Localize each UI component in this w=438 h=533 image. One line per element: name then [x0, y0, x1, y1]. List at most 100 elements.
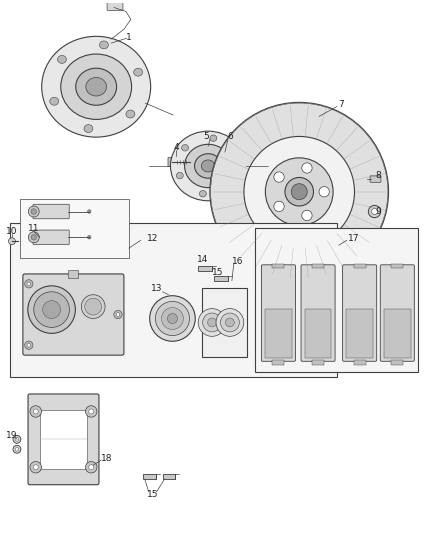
Circle shape [13, 435, 21, 443]
Circle shape [28, 206, 39, 217]
Circle shape [220, 313, 239, 332]
Circle shape [319, 187, 329, 197]
Circle shape [116, 313, 120, 316]
FancyBboxPatch shape [143, 474, 155, 479]
Text: 18: 18 [101, 454, 113, 463]
Text: 11: 11 [28, 224, 39, 233]
Circle shape [28, 286, 75, 333]
Circle shape [27, 282, 31, 286]
Circle shape [285, 177, 314, 206]
Bar [346, 309, 373, 358]
Bar [305, 309, 332, 358]
FancyBboxPatch shape [28, 394, 99, 484]
Text: 8: 8 [376, 172, 381, 180]
Circle shape [81, 295, 105, 319]
Ellipse shape [201, 160, 215, 172]
Bar [202, 288, 247, 357]
Text: 6: 6 [227, 132, 233, 141]
Circle shape [8, 238, 15, 245]
Bar [20, 199, 129, 258]
Text: 14: 14 [197, 255, 208, 264]
Ellipse shape [170, 131, 246, 201]
Circle shape [114, 310, 122, 319]
FancyBboxPatch shape [301, 265, 335, 361]
Circle shape [371, 208, 378, 214]
Bar [265, 309, 292, 358]
Circle shape [368, 205, 381, 217]
Circle shape [89, 465, 94, 470]
Bar [272, 264, 284, 269]
FancyBboxPatch shape [33, 204, 69, 219]
Ellipse shape [50, 98, 59, 105]
Text: 15: 15 [147, 490, 159, 499]
Text: 12: 12 [147, 234, 158, 243]
Circle shape [302, 163, 312, 173]
Text: 19: 19 [6, 431, 18, 440]
Circle shape [203, 313, 222, 332]
Circle shape [27, 343, 31, 347]
Circle shape [167, 313, 177, 324]
Circle shape [150, 296, 195, 341]
Circle shape [42, 301, 60, 319]
Circle shape [28, 232, 39, 243]
FancyBboxPatch shape [343, 265, 377, 361]
FancyBboxPatch shape [23, 274, 124, 355]
FancyBboxPatch shape [33, 230, 69, 245]
Text: 16: 16 [232, 256, 244, 265]
FancyBboxPatch shape [261, 265, 296, 361]
Bar [384, 309, 411, 358]
Text: 4: 4 [173, 143, 179, 152]
Circle shape [89, 409, 94, 414]
Text: 15: 15 [212, 269, 224, 278]
Ellipse shape [182, 144, 188, 151]
Bar [312, 360, 324, 365]
Circle shape [302, 211, 312, 221]
Circle shape [162, 308, 184, 329]
Circle shape [25, 341, 33, 350]
Text: 13: 13 [151, 284, 162, 293]
Text: 10: 10 [6, 227, 18, 236]
Circle shape [274, 172, 284, 182]
Circle shape [85, 406, 97, 417]
Ellipse shape [84, 125, 93, 133]
Circle shape [198, 309, 226, 336]
Ellipse shape [134, 68, 143, 76]
Circle shape [33, 465, 38, 470]
Ellipse shape [194, 154, 222, 178]
Circle shape [244, 136, 354, 247]
FancyBboxPatch shape [107, 2, 123, 11]
Text: 17: 17 [348, 234, 360, 243]
Bar [312, 264, 324, 269]
Text: 1: 1 [126, 33, 132, 42]
Ellipse shape [184, 144, 232, 188]
FancyBboxPatch shape [214, 276, 228, 281]
Circle shape [15, 448, 19, 451]
Circle shape [88, 210, 91, 213]
Circle shape [216, 309, 244, 336]
FancyBboxPatch shape [380, 265, 414, 361]
Circle shape [291, 184, 307, 200]
Circle shape [274, 201, 284, 212]
Ellipse shape [76, 68, 117, 105]
Circle shape [226, 318, 234, 327]
FancyBboxPatch shape [198, 266, 212, 271]
Ellipse shape [126, 110, 135, 118]
Bar [391, 360, 403, 365]
Circle shape [30, 406, 42, 417]
Circle shape [88, 236, 91, 239]
Circle shape [265, 158, 333, 225]
Bar [10, 223, 337, 377]
Circle shape [13, 445, 21, 453]
Text: 7: 7 [338, 100, 344, 109]
Circle shape [31, 235, 36, 240]
Circle shape [30, 462, 42, 473]
Bar [353, 360, 366, 365]
Circle shape [34, 292, 70, 327]
FancyBboxPatch shape [162, 474, 175, 479]
Circle shape [85, 462, 97, 473]
Ellipse shape [57, 55, 67, 63]
Ellipse shape [233, 153, 240, 159]
Bar [272, 360, 284, 365]
Text: 5: 5 [203, 132, 209, 141]
Ellipse shape [42, 36, 151, 137]
